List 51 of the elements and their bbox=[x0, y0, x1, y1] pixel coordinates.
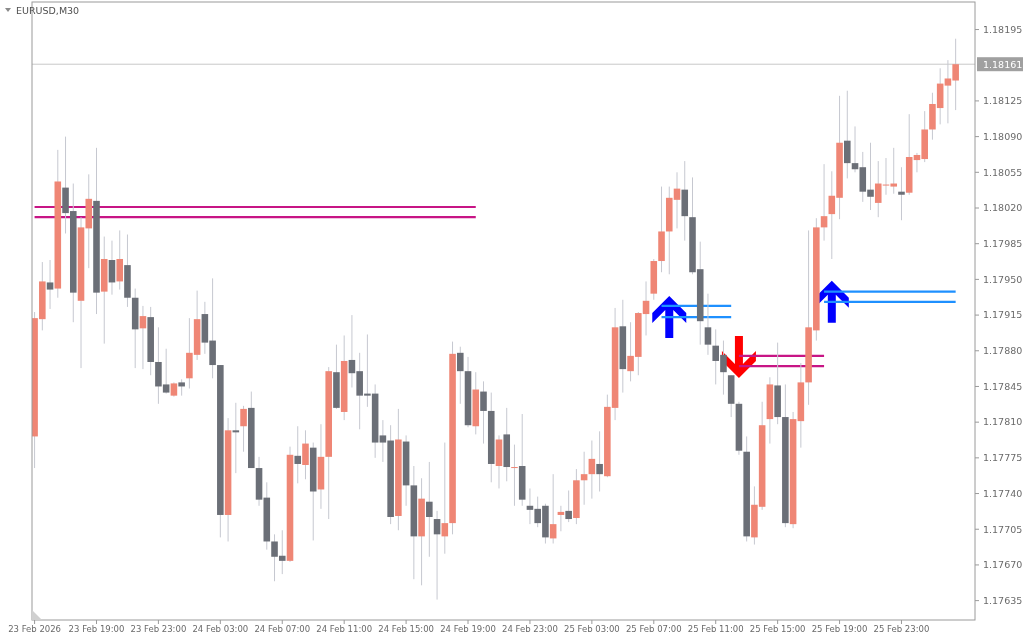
x-tick-label: 24 Feb 03:00 bbox=[192, 624, 249, 634]
y-tick-label: 1.18090 bbox=[983, 130, 1023, 142]
candlestick bbox=[511, 444, 518, 507]
candlestick bbox=[480, 380, 487, 445]
candlestick bbox=[302, 429, 309, 480]
candlestick bbox=[844, 90, 851, 179]
candlestick bbox=[116, 229, 124, 291]
x-tick-label: 23 Feb 19:00 bbox=[68, 624, 125, 634]
x-tick-label: 23 Feb 23:00 bbox=[130, 624, 187, 634]
candlestick bbox=[557, 505, 565, 532]
candlestick bbox=[565, 489, 572, 523]
y-tick-label: 1.18055 bbox=[983, 166, 1023, 178]
candlestick bbox=[441, 442, 449, 555]
x-tick-label: 25 Feb 19:00 bbox=[811, 624, 868, 634]
x-tick-label: 25 Feb 23:00 bbox=[873, 624, 930, 634]
candlestick bbox=[580, 451, 588, 506]
y-tick-label: 1.17740 bbox=[983, 487, 1023, 499]
y-tick-label: 1.18195 bbox=[983, 23, 1023, 35]
y-tick-label: 1.17880 bbox=[983, 345, 1023, 357]
y-tick-label: 1.18125 bbox=[983, 95, 1023, 107]
x-tick-label: 24 Feb 19:00 bbox=[440, 624, 496, 634]
x-tick-label: 25 Feb 07:00 bbox=[625, 624, 682, 634]
candlestick bbox=[457, 346, 464, 405]
y-tick-label: 1.17985 bbox=[983, 238, 1023, 250]
candlestick bbox=[294, 425, 302, 484]
x-tick-label: 25 Feb 15:00 bbox=[749, 624, 806, 634]
x-tick-label: 25 Feb 03:00 bbox=[563, 624, 620, 634]
y-tick-label: 1.17810 bbox=[983, 416, 1023, 428]
y-tick-label: 1.17775 bbox=[983, 452, 1023, 464]
ref-line-label: 1.18161 bbox=[983, 58, 1023, 70]
candlestick bbox=[46, 259, 54, 310]
candlestick bbox=[426, 461, 433, 558]
candlestick bbox=[898, 166, 905, 221]
x-tick-label: 24 Feb 23:00 bbox=[502, 624, 558, 634]
y-tick-label: 1.17670 bbox=[983, 559, 1023, 571]
candlestick bbox=[704, 293, 712, 356]
y-tick-label: 1.18020 bbox=[983, 202, 1023, 214]
x-tick-label: 24 Feb 11:00 bbox=[316, 624, 373, 634]
x-tick-label: 25 Feb 11:00 bbox=[687, 624, 744, 634]
y-tick-label: 1.17635 bbox=[983, 594, 1023, 606]
chart-title: EURUSD,M30 bbox=[16, 5, 80, 16]
x-tick-label: 24 Feb 15:00 bbox=[378, 624, 434, 634]
y-tick-label: 1.17950 bbox=[983, 273, 1023, 285]
candlestick bbox=[240, 405, 247, 453]
candlestick bbox=[596, 430, 603, 492]
x-tick-label: 24 Feb 07:00 bbox=[254, 624, 311, 634]
y-tick-label: 1.17845 bbox=[983, 380, 1023, 392]
candlestick bbox=[232, 402, 240, 474]
x-tick-label: 23 Feb 2026 bbox=[8, 624, 62, 634]
y-tick-label: 1.17915 bbox=[983, 309, 1023, 321]
y-tick-label: 1.17705 bbox=[983, 523, 1023, 535]
